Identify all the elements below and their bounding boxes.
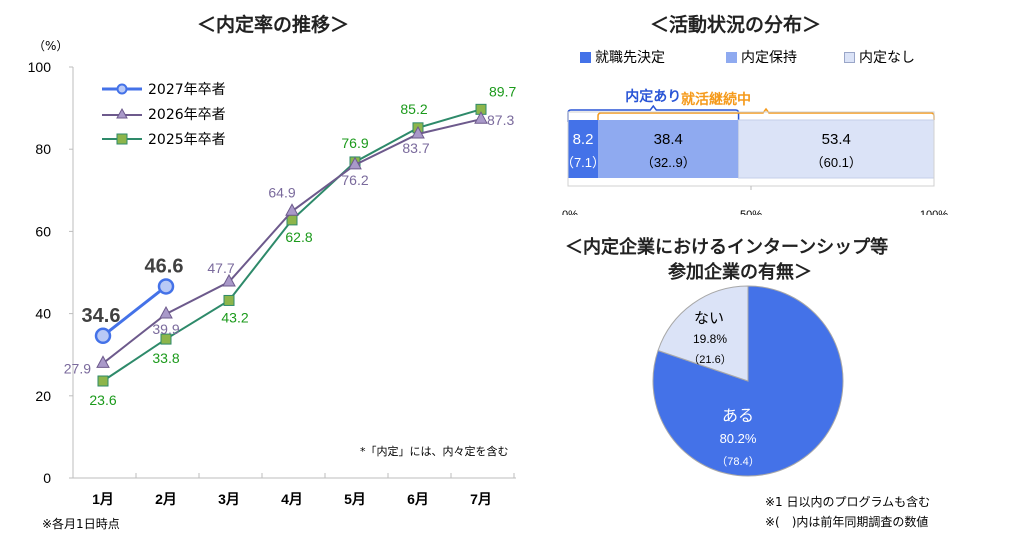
series-line-2027年卒者: [102, 285, 167, 337]
data-label: 87.3: [487, 112, 514, 128]
data-point-marker: [94, 327, 112, 345]
pie-note-2: ※( )内は前年同期調査の数値: [765, 515, 929, 529]
y-tick-label: 60: [35, 223, 51, 239]
line-chart-title: ＜内定率の推移＞: [197, 14, 350, 36]
y-axis-unit-label: （%）: [33, 39, 69, 53]
data-label: 76.2: [341, 172, 368, 188]
stacked-bar-chart: 内定あり 就活継続中 8.2（7.1）38.4（32..9）53.4（60.1） …: [561, 88, 948, 215]
y-tick-label: 100: [28, 59, 52, 75]
x-tick-label: 4月: [281, 491, 303, 507]
pie-label-prev: （78.4）: [716, 455, 759, 468]
pie-slice-ない: [657, 285, 749, 382]
legend-item-naitei-nashi: 内定なし: [844, 47, 915, 67]
data-point-marker: [96, 355, 110, 368]
data-point-marker: [223, 294, 235, 306]
data-label: 46.6: [145, 255, 184, 277]
y-tick-label: 0: [43, 470, 51, 486]
bar-segment-就職先決定: [568, 120, 599, 178]
pie-label-prev: （21.6）: [688, 353, 731, 366]
bar-segment-内定なし: [738, 119, 935, 179]
legend-label: 内定なし: [859, 50, 915, 66]
legend-label: 2026年卒者: [148, 106, 226, 123]
data-label: 83.7: [402, 140, 429, 156]
bar-segment-内定保持: [598, 120, 739, 178]
data-point-marker: [411, 125, 425, 139]
data-label: 34.6: [82, 305, 121, 327]
data-point-marker: [222, 273, 236, 287]
pie-chart-title-line2: 参加企業の有無＞: [668, 262, 812, 283]
segment-value-label: 8.2: [573, 131, 594, 148]
legend-label: 2027年卒者: [148, 81, 226, 98]
naitei-annotation: *「内定」には、内々定を含む: [360, 445, 509, 458]
data-label: 85.2: [400, 101, 427, 117]
data-label: 89.7: [489, 83, 516, 99]
data-label: 33.8: [152, 350, 179, 366]
line-chart-footnote: ※各月1日時点: [42, 517, 120, 531]
x-tick-label: 3月: [218, 491, 240, 507]
data-point-marker: [159, 305, 173, 319]
bracket-label: 就活継続中: [681, 91, 751, 107]
legend-triangle-marker-icon: [102, 107, 142, 118]
segment-prev-label: （7.1）: [561, 155, 605, 170]
pie-chart-title-line1: ＜内定企業におけるインターンシップ等: [565, 237, 889, 258]
segment-prev-label: （32..9）: [641, 155, 696, 170]
segment-value-label: 53.4: [822, 131, 851, 148]
x-tick-label: 7月: [470, 491, 492, 507]
legend-item-2026: 2026年卒者: [100, 101, 226, 126]
data-label: 23.6: [89, 392, 116, 408]
data-point-marker: [160, 333, 172, 345]
y-tick-label: 40: [35, 306, 51, 322]
pie-label-name: ない: [694, 310, 724, 327]
x-tick-label: 100%: [920, 209, 948, 215]
line-chart: 0 20 40 60 80 100 1月 2月 3月 4月 5月 6月 7月 23.6 33.8 43.2 6…: [28, 59, 517, 507]
line-chart-legend: 2027年卒者 2026年卒者 2025年卒者: [100, 76, 226, 151]
data-point-marker: [474, 111, 488, 124]
x-tick-label: 5月: [344, 491, 366, 507]
legend-label: 内定保持: [741, 50, 797, 66]
segment-value-label: 38.4: [654, 131, 683, 148]
legend-item-2027: 2027年卒者: [100, 76, 226, 101]
x-tick-label: 1月: [92, 491, 114, 507]
legend-item-naitei-hoji: 内定保持: [726, 47, 844, 67]
pie-note-1: ※1 日以内のプログラムも含む: [765, 495, 931, 509]
y-tick-label: 80: [35, 141, 51, 157]
data-label: 47.7: [207, 260, 234, 276]
pie-chart: ある 80.2% （78.4） ない 19.8% （21.6）: [652, 285, 844, 477]
bar-chart-title: ＜活動状況の分布＞: [650, 14, 822, 36]
data-label: 27.9: [64, 360, 91, 376]
bracket-内定あり: [567, 104, 740, 122]
legend-swatch-icon: [844, 51, 855, 63]
y-tick-label: 20: [35, 388, 51, 404]
legend-label: 2025年卒者: [148, 131, 226, 148]
legend-swatch-icon: [580, 51, 591, 63]
x-tick-label: 0%: [562, 209, 578, 215]
legend-swatch-icon: [726, 51, 737, 63]
pie-slice-ある: [652, 285, 844, 477]
bracket-label: 内定あり: [625, 88, 681, 104]
x-tick-label: 50%: [740, 209, 762, 215]
legend-label: 就職先決定: [595, 50, 665, 66]
legend-item-2025: 2025年卒者: [100, 126, 226, 151]
bar-chart-legend: 就職先決定 内定保持 内定なし: [580, 47, 915, 67]
legend-item-shushoku: 就職先決定: [580, 47, 726, 67]
data-label: 76.9: [341, 135, 368, 151]
legend-square-marker-icon: [102, 133, 142, 144]
data-label: 43.2: [221, 309, 248, 325]
data-label: 64.9: [268, 184, 295, 200]
data-point-marker: [348, 156, 362, 170]
pie-label-value: 19.8%: [693, 332, 727, 346]
pie-label-value: 80.2%: [720, 431, 757, 446]
legend-circle-marker-icon: [102, 83, 142, 94]
data-point-marker: [285, 203, 299, 216]
data-label: 62.8: [285, 229, 312, 245]
x-tick-label: 2月: [155, 491, 177, 507]
pie-label-name: ある: [722, 407, 754, 425]
data-label: 39.9: [152, 321, 179, 337]
segment-prev-label: （60.1）: [811, 155, 862, 170]
data-point-marker: [157, 278, 175, 295]
x-tick-label: 6月: [407, 491, 429, 507]
data-point-marker: [97, 375, 109, 387]
